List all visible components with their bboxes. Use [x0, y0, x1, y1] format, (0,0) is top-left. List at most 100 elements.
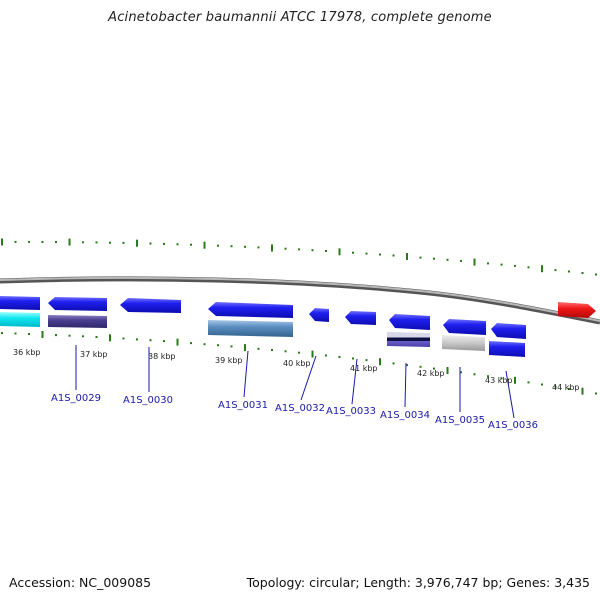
minor-tick [244, 245, 246, 248]
minor-tick [203, 343, 206, 346]
cds-feature[interactable] [208, 302, 293, 318]
major-tick [514, 376, 516, 384]
major-tick [446, 367, 449, 374]
major-tick [41, 331, 44, 338]
minor-tick [379, 253, 381, 256]
minor-tick [500, 377, 503, 380]
minor-tick [365, 359, 368, 362]
minor-tick [392, 362, 395, 365]
cds-feature[interactable] [442, 335, 485, 351]
minor-tick [487, 375, 489, 378]
minor-tick [163, 242, 165, 245]
minor-tick [419, 256, 422, 259]
inner-tick-ring [1, 331, 597, 395]
minor-tick [82, 241, 84, 244]
minor-tick [352, 251, 354, 254]
gene-label[interactable]: A1S_0033 [326, 406, 376, 417]
major-tick [109, 334, 111, 342]
minor-tick [460, 259, 462, 262]
minor-tick [568, 270, 570, 273]
cds-feature[interactable] [309, 308, 329, 322]
cds-feature[interactable] [387, 332, 430, 347]
minor-tick [595, 392, 597, 395]
minor-tick [1, 332, 3, 335]
minor-tick [527, 266, 530, 269]
minor-tick [487, 262, 489, 265]
major-tick [581, 387, 584, 395]
minor-tick [14, 332, 17, 335]
scale-label: 37 kbp [80, 350, 108, 359]
minor-tick [554, 269, 557, 272]
minor-tick [554, 385, 557, 388]
gene-leader-lines [75, 345, 515, 419]
highlighted-cds-feature[interactable] [558, 302, 596, 318]
major-tick [1, 238, 3, 246]
scale-label: 43 kbp [485, 376, 513, 385]
cds-feature[interactable] [443, 319, 486, 335]
minor-tick [568, 387, 570, 390]
cds-feature[interactable] [491, 323, 526, 339]
gene-label[interactable]: A1S_0031 [218, 400, 268, 411]
minor-tick [122, 337, 125, 340]
minor-tick [392, 254, 395, 257]
major-tick [68, 238, 71, 246]
minor-tick [257, 246, 260, 249]
major-tick [338, 248, 341, 256]
cds-feature[interactable] [120, 298, 181, 313]
cds-feature[interactable] [345, 311, 376, 325]
minor-tick [163, 340, 165, 343]
minor-tick [68, 334, 71, 337]
gene-label[interactable]: A1S_0034 [380, 410, 430, 421]
minor-tick [55, 334, 57, 337]
minor-tick [41, 241, 44, 243]
cds-feature[interactable] [0, 312, 40, 327]
minor-tick [122, 241, 125, 244]
minor-tick [136, 338, 138, 341]
major-tick [311, 350, 314, 358]
accession-text: Accession: NC_009085 [9, 575, 152, 590]
gene-label[interactable]: A1S_0035 [435, 415, 485, 426]
scale-label: 42 kbp [417, 369, 445, 378]
cds-feature[interactable] [48, 297, 107, 311]
map-title: Acinetobacter baumannii ATCC 17978, comp… [108, 10, 492, 25]
major-tick [379, 358, 381, 366]
major-tick [203, 241, 206, 249]
minor-tick [541, 383, 543, 386]
minor-tick [28, 333, 30, 335]
cds-feature[interactable] [0, 296, 40, 310]
minor-tick [406, 364, 408, 367]
major-tick [136, 239, 138, 247]
minor-tick [190, 342, 192, 345]
gene-label[interactable]: A1S_0036 [488, 420, 538, 431]
minor-tick [298, 351, 300, 354]
minor-tick [217, 244, 219, 247]
major-tick [473, 258, 476, 266]
gene-label[interactable]: A1S_0030 [123, 395, 173, 406]
cds-feature[interactable] [208, 320, 293, 337]
minor-tick [109, 241, 111, 244]
minor-tick [284, 247, 287, 250]
cds-feature[interactable] [489, 341, 525, 357]
genome-summary-text: Topology: circular; Length: 3,976,747 bp… [246, 575, 590, 590]
cds-feature[interactable] [389, 314, 430, 330]
gene-label[interactable]: A1S_0032 [275, 403, 325, 414]
scale-label: 44 kbp [552, 383, 580, 392]
scale-label: 36 kbp [13, 348, 41, 357]
minor-tick [95, 336, 98, 338]
scale-label: 38 kbp [148, 352, 176, 361]
outer-tick-ring [1, 238, 597, 276]
cds-feature[interactable] [48, 315, 107, 328]
minor-tick [190, 243, 192, 246]
second-track-features [0, 312, 525, 357]
minor-tick [433, 257, 435, 260]
minor-tick [419, 365, 422, 368]
scale-label: 41 kbp [350, 364, 378, 373]
minor-tick [325, 354, 327, 357]
minor-tick [55, 241, 57, 243]
minor-tick [82, 335, 84, 338]
scale-label: 40 kbp [283, 359, 311, 368]
minor-tick [149, 339, 152, 342]
gene-label[interactable]: A1S_0029 [51, 393, 101, 404]
minor-tick [338, 356, 341, 358]
